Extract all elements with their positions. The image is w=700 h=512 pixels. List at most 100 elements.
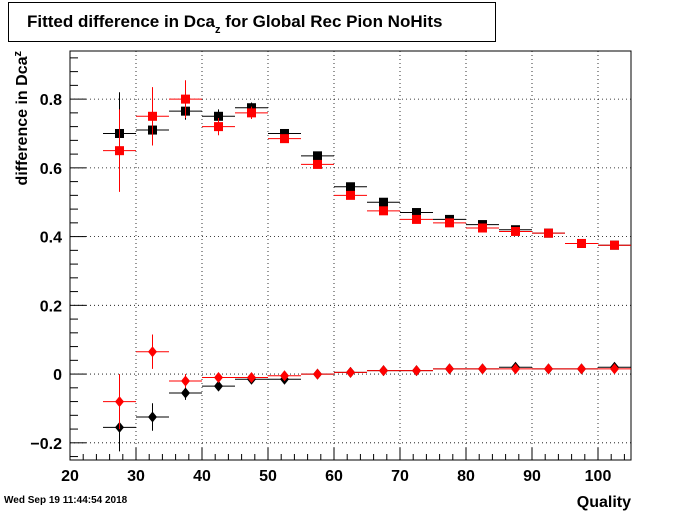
data-point (466, 363, 499, 375)
data-point (268, 370, 301, 382)
y-axis-title-main: difference in Dca (14, 56, 31, 185)
square-marker (445, 218, 454, 228)
data-point (235, 372, 268, 384)
x-tick-label: 20 (61, 468, 79, 485)
y-tick-label: 0.8 (40, 92, 62, 109)
y-axis-title-subscript: z (12, 51, 24, 57)
diamond-marker (148, 411, 157, 423)
data-point (169, 386, 202, 400)
data-point (268, 134, 301, 144)
x-tick-label: 60 (325, 468, 343, 485)
square-marker (346, 182, 355, 192)
x-tick-label: 80 (457, 468, 475, 485)
diamond-marker (181, 375, 190, 387)
diamond-marker (445, 363, 454, 375)
data-point (235, 106, 268, 120)
square-marker (181, 94, 190, 104)
diamond-marker (115, 396, 124, 408)
data-point (301, 368, 334, 380)
chart-title: Fitted difference in Dcaz for Global Rec… (27, 12, 442, 36)
y-tick-label: 0.2 (40, 298, 62, 315)
data-point (103, 374, 136, 430)
square-marker (313, 159, 322, 169)
data-point (136, 403, 169, 431)
square-marker (511, 226, 520, 236)
diamond-marker (148, 346, 157, 358)
square-marker (214, 122, 223, 132)
data-point (334, 190, 367, 200)
data-point (598, 240, 631, 250)
data-point (466, 223, 499, 233)
diamond-marker (346, 366, 355, 378)
diamond-marker (214, 372, 223, 384)
data-point (433, 363, 466, 375)
diamond-marker (577, 363, 586, 375)
square-marker (544, 228, 553, 238)
data-point (301, 159, 334, 169)
data-point (565, 363, 598, 375)
data-point (202, 118, 235, 136)
data-point (565, 238, 598, 248)
data-layer (103, 80, 631, 452)
data-point (367, 365, 400, 377)
x-tick-label: 90 (523, 468, 541, 485)
diamond-marker (214, 380, 223, 392)
data-point (499, 363, 532, 375)
diamond-marker (313, 368, 322, 380)
data-point (136, 87, 169, 146)
square-marker (577, 238, 586, 248)
x-tick-label: 100 (585, 468, 612, 485)
timestamp: Wed Sep 19 11:44:54 2018 (4, 495, 128, 506)
x-axis-title: Quality (577, 494, 631, 511)
y-axis-title: difference in Dcaz (12, 51, 31, 186)
square-marker (148, 111, 157, 121)
data-point (169, 374, 202, 388)
data-point (532, 363, 565, 375)
chart-title-prefix: Fitted difference in Dca (27, 12, 215, 31)
diamond-marker (511, 363, 520, 375)
data-point (367, 206, 400, 216)
tick-layer: 20 30 40 50 60 70 80 90 100 −0.2 0 0.2 0.4 0.6 0.8 (30, 57, 625, 485)
square-marker (412, 214, 421, 224)
data-point (367, 197, 400, 207)
diamond-marker (478, 363, 487, 375)
data-point (598, 363, 631, 375)
y-tick-label: 0.4 (40, 230, 62, 247)
y-tick-label: 0.6 (40, 161, 62, 178)
data-point (400, 214, 433, 224)
square-marker (313, 151, 322, 161)
diamond-marker (280, 370, 289, 382)
data-point (400, 365, 433, 377)
chart-title-box: Fitted difference in Dcaz for Global Rec… (8, 2, 496, 42)
square-marker (412, 208, 421, 218)
square-marker (610, 240, 619, 250)
y-tick-label: −0.2 (30, 436, 62, 453)
diamond-marker (610, 363, 619, 375)
data-point (103, 109, 136, 192)
data-point (334, 182, 367, 192)
data-point (169, 80, 202, 119)
diamond-marker (379, 365, 388, 377)
diamond-marker (412, 365, 421, 377)
data-point (433, 218, 466, 228)
square-marker (214, 111, 223, 121)
x-tick-label: 70 (391, 468, 409, 485)
data-point (400, 208, 433, 218)
x-tick-label: 50 (259, 468, 277, 485)
diamond-marker (544, 363, 553, 375)
square-marker (115, 146, 124, 156)
diamond-marker (181, 387, 190, 399)
y-tick-label: 0 (53, 367, 62, 384)
data-point (202, 380, 235, 392)
chart-title-suffix: for Global Rec Pion NoHits (220, 12, 443, 31)
data-point (499, 226, 532, 236)
data-point (136, 334, 169, 369)
square-marker (379, 206, 388, 216)
plot-frame (69, 50, 632, 461)
chart-title-subscript: z (214, 24, 221, 36)
data-point (532, 228, 565, 238)
data-point (301, 151, 334, 161)
square-marker (346, 190, 355, 200)
data-point (202, 372, 235, 384)
